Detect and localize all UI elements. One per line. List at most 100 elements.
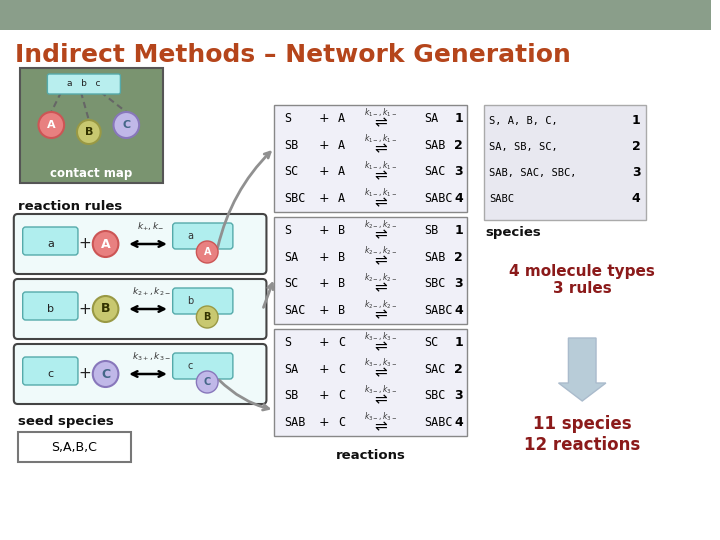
Text: 2: 2 bbox=[454, 363, 463, 376]
Text: seed species: seed species bbox=[18, 415, 114, 428]
Text: reactions: reactions bbox=[336, 449, 405, 462]
Text: $k_{3-}, k_{3-}$: $k_{3-}, k_{3-}$ bbox=[364, 330, 397, 342]
Text: +: + bbox=[318, 112, 329, 125]
Text: $k_{+}, k_{-}$: $k_{+}, k_{-}$ bbox=[138, 221, 165, 233]
Text: SC: SC bbox=[424, 336, 438, 349]
Text: Indirect Methods – Network Generation: Indirect Methods – Network Generation bbox=[15, 43, 571, 67]
Text: $k_{1-}, k_{1-}$: $k_{1-}, k_{1-}$ bbox=[364, 186, 397, 199]
Text: c: c bbox=[188, 361, 193, 371]
Text: B: B bbox=[338, 278, 345, 291]
Text: 1: 1 bbox=[454, 224, 463, 237]
Text: SA: SA bbox=[284, 363, 299, 376]
Text: ⇌: ⇌ bbox=[374, 227, 387, 242]
Text: 3: 3 bbox=[454, 165, 463, 178]
Text: 1: 1 bbox=[631, 114, 640, 127]
Text: SABC: SABC bbox=[490, 194, 515, 204]
Text: c: c bbox=[48, 369, 53, 379]
Text: ⇌: ⇌ bbox=[374, 141, 387, 157]
FancyBboxPatch shape bbox=[23, 292, 78, 320]
Text: B: B bbox=[85, 127, 93, 137]
Text: 2: 2 bbox=[631, 140, 640, 153]
FancyBboxPatch shape bbox=[173, 223, 233, 249]
Text: B: B bbox=[338, 224, 345, 237]
Text: a   b   c: a b c bbox=[67, 79, 101, 89]
FancyBboxPatch shape bbox=[23, 227, 78, 255]
Text: 4: 4 bbox=[631, 192, 640, 206]
FancyBboxPatch shape bbox=[274, 105, 467, 212]
Text: $k_{3+}, k_{3-}$: $k_{3+}, k_{3-}$ bbox=[132, 351, 171, 363]
Text: +: + bbox=[318, 363, 329, 376]
FancyBboxPatch shape bbox=[274, 329, 467, 436]
Text: a: a bbox=[47, 239, 54, 249]
Circle shape bbox=[114, 112, 139, 138]
Text: C: C bbox=[338, 336, 345, 349]
Text: SAB: SAB bbox=[284, 416, 305, 429]
FancyBboxPatch shape bbox=[14, 214, 266, 274]
Text: A: A bbox=[338, 139, 345, 152]
Text: SBC: SBC bbox=[424, 278, 446, 291]
Text: A: A bbox=[338, 192, 345, 205]
Text: C: C bbox=[338, 363, 345, 376]
Text: +: + bbox=[318, 416, 329, 429]
Text: 4: 4 bbox=[454, 416, 463, 429]
Text: SA: SA bbox=[284, 251, 299, 264]
FancyBboxPatch shape bbox=[14, 344, 266, 404]
Text: 1: 1 bbox=[454, 112, 463, 125]
Text: A: A bbox=[338, 165, 345, 178]
Text: ⇌: ⇌ bbox=[374, 339, 387, 354]
Text: A: A bbox=[47, 120, 55, 130]
Text: a: a bbox=[187, 231, 194, 241]
FancyBboxPatch shape bbox=[173, 353, 233, 379]
Text: contact map: contact map bbox=[50, 166, 132, 179]
Text: C: C bbox=[338, 416, 345, 429]
Text: S: S bbox=[284, 224, 292, 237]
Text: +: + bbox=[318, 192, 329, 205]
Text: SBC: SBC bbox=[284, 192, 305, 205]
Text: +: + bbox=[78, 367, 91, 381]
Text: A: A bbox=[101, 238, 110, 251]
Text: SAB: SAB bbox=[424, 139, 446, 152]
Text: SABC: SABC bbox=[424, 304, 453, 317]
Text: +: + bbox=[78, 301, 91, 316]
Text: SB: SB bbox=[284, 389, 299, 402]
Text: S: S bbox=[284, 112, 292, 125]
Text: 4: 4 bbox=[454, 304, 463, 317]
Text: B: B bbox=[204, 312, 211, 322]
Text: 3: 3 bbox=[454, 278, 463, 291]
Text: reaction rules: reaction rules bbox=[18, 200, 122, 213]
Text: ⇌: ⇌ bbox=[374, 115, 387, 130]
Text: SC: SC bbox=[284, 278, 299, 291]
Text: $k_{1-}, k_{1-}$: $k_{1-}, k_{1-}$ bbox=[364, 133, 397, 145]
Text: +: + bbox=[318, 165, 329, 178]
FancyBboxPatch shape bbox=[14, 279, 266, 339]
Bar bbox=[0, 0, 711, 30]
Text: C: C bbox=[122, 120, 130, 130]
Circle shape bbox=[77, 120, 101, 144]
Text: B: B bbox=[101, 302, 110, 315]
Text: +: + bbox=[78, 237, 91, 252]
FancyBboxPatch shape bbox=[274, 217, 467, 324]
Text: $k_{3-}, k_{3-}$: $k_{3-}, k_{3-}$ bbox=[364, 383, 397, 396]
Text: ⇌: ⇌ bbox=[374, 195, 387, 210]
Text: ⇌: ⇌ bbox=[374, 254, 387, 268]
Text: $k_{2-}, k_{2-}$: $k_{2-}, k_{2-}$ bbox=[364, 299, 397, 311]
Text: ⇌: ⇌ bbox=[374, 307, 387, 322]
Circle shape bbox=[197, 306, 218, 328]
Text: S, A, B, C,: S, A, B, C, bbox=[490, 116, 558, 126]
Circle shape bbox=[38, 112, 64, 138]
Text: SABC: SABC bbox=[424, 192, 453, 205]
Text: 4 molecule types
3 rules: 4 molecule types 3 rules bbox=[509, 264, 655, 296]
Text: 3: 3 bbox=[454, 389, 463, 402]
Text: +: + bbox=[318, 224, 329, 237]
Text: C: C bbox=[101, 368, 110, 381]
Text: S: S bbox=[284, 336, 292, 349]
Text: $k_{2-}, k_{2-}$: $k_{2-}, k_{2-}$ bbox=[364, 245, 397, 258]
Text: 3: 3 bbox=[632, 166, 640, 179]
Text: +: + bbox=[318, 389, 329, 402]
Text: 1: 1 bbox=[454, 336, 463, 349]
Text: $k_{2-}, k_{2-}$: $k_{2-}, k_{2-}$ bbox=[364, 272, 397, 284]
Text: ⇌: ⇌ bbox=[374, 419, 387, 434]
Text: $k_{3-}, k_{3-}$: $k_{3-}, k_{3-}$ bbox=[364, 410, 397, 423]
Text: $k_{1-}, k_{1-}$: $k_{1-}, k_{1-}$ bbox=[364, 106, 397, 119]
Text: species: species bbox=[485, 226, 541, 239]
